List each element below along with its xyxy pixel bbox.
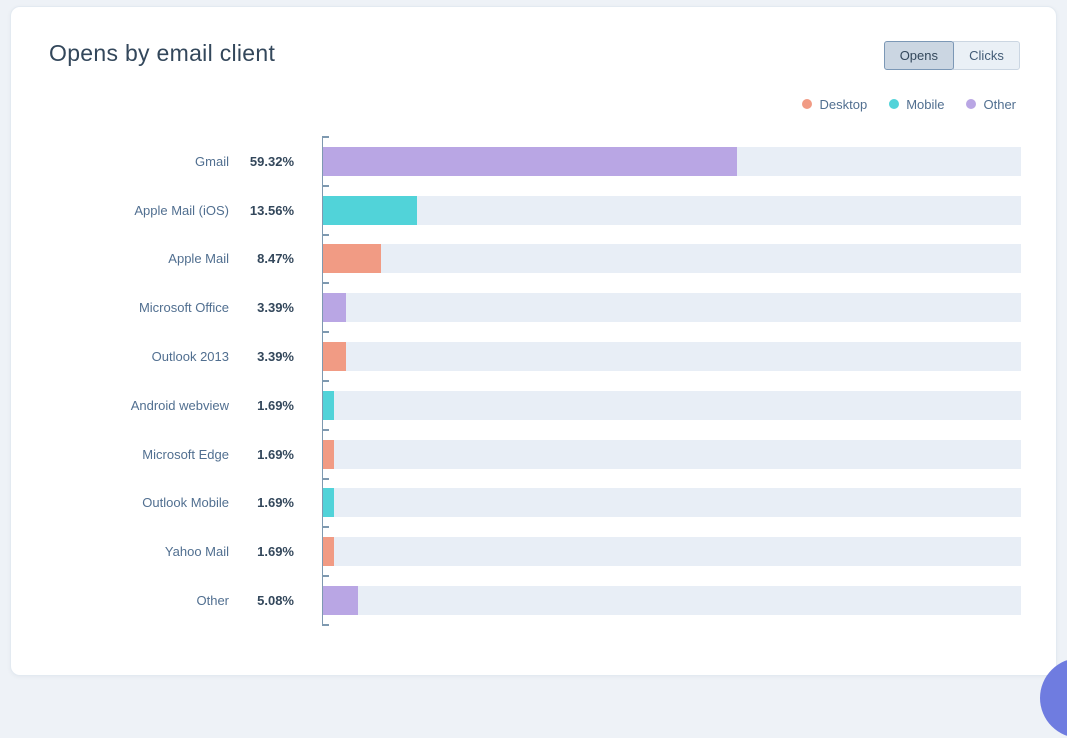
bar-track [322,439,1021,469]
bar-track [322,586,1021,616]
bar-track [322,244,1021,274]
page-title: Opens by email client [49,40,276,66]
value-label: 1.69% [257,544,294,560]
axis-tick [322,380,329,382]
axis-tick [322,428,329,431]
bar-track [322,146,1021,176]
bar-chart: Gmail 59.32% Apple Mail (iOS) 13.56% App… [11,136,1021,626]
category-label: Android webview [130,397,229,413]
bar[interactable] [322,293,346,323]
category-label: Outlook 2013 [151,349,229,365]
chart-rows: Gmail 59.32% Apple Mail (iOS) 13.56% App… [11,137,1021,625]
bar[interactable] [322,342,346,372]
chart-row: Yahoo Mail 1.69% [11,527,1021,576]
bar[interactable] [322,195,417,225]
legend-item[interactable]: Mobile [889,97,944,112]
value-label: 5.08% [257,593,294,609]
opens-clicks-toggle: Opens Clicks [883,41,1020,70]
value-label: 3.39% [257,349,294,365]
axis-tick [322,331,329,334]
chart-row: Apple Mail (iOS) 13.56% [11,186,1021,235]
chart-row: Android webview 1.69% [11,381,1021,430]
axis-tick [322,136,329,138]
legend-item-label: Desktop [819,96,868,112]
category-label: Microsoft Office [138,300,229,316]
axis-tick [322,282,329,285]
bar[interactable] [322,244,382,274]
legend-dot-icon [802,99,813,109]
axis-tick [322,624,329,626]
chart-row: Apple Mail 8.47% [11,235,1021,284]
legend-item[interactable]: Desktop [802,97,867,112]
bar-track [322,293,1021,323]
bar-track [322,537,1021,567]
bar-track [322,195,1021,225]
bar[interactable] [322,488,334,518]
value-label: 3.39% [257,300,294,316]
category-label: Apple Mail [168,251,229,267]
value-label: 59.32% [249,153,294,169]
bar[interactable] [322,537,334,567]
legend-dot-icon [966,99,977,109]
legend-item-label: Mobile [906,96,945,112]
value-label: 8.47% [257,251,294,267]
bar[interactable] [322,586,358,616]
axis-tick [322,575,329,578]
category-label: Microsoft Edge [142,446,229,462]
legend-item-label: Other [983,96,1016,112]
legend-dot-icon [889,99,900,109]
clicks-toggle-button[interactable]: Clicks [953,41,1020,70]
axis-tick [322,184,329,187]
value-label: 1.69% [257,397,294,413]
bar-track [322,488,1021,518]
bar[interactable] [322,439,334,469]
bar[interactable] [322,146,737,176]
value-label: 1.69% [257,495,294,511]
category-label: Outlook Mobile [142,495,229,511]
chart-row: Microsoft Edge 1.69% [11,430,1021,479]
value-label: 13.56% [249,202,294,218]
chart-row: Other 5.08% [11,576,1021,625]
report-card: Opens by email client Opens Clicks Deskt… [10,6,1057,676]
chart-row: Microsoft Office 3.39% [11,283,1021,332]
opens-toggle-button[interactable]: Opens [883,41,954,70]
category-label: Yahoo Mail [164,544,229,560]
chart-row: Outlook 2013 3.39% [11,332,1021,381]
bar[interactable] [322,390,334,420]
legend-item[interactable]: Other [966,97,1016,112]
axis-tick [322,233,329,236]
category-label: Other [196,593,229,609]
chart-row: Gmail 59.32% [11,137,1021,186]
axis-tick [322,526,329,529]
category-label: Apple Mail (iOS) [134,202,229,218]
chart-row: Outlook Mobile 1.69% [11,479,1021,528]
chart-legend: Desktop Mobile Other [11,70,1056,112]
value-label: 1.69% [257,446,294,462]
bar-track [322,342,1021,372]
category-label: Gmail [195,153,229,169]
bar-track [322,390,1021,420]
card-header: Opens by email client Opens Clicks [11,7,1056,70]
axis-tick [322,477,329,480]
